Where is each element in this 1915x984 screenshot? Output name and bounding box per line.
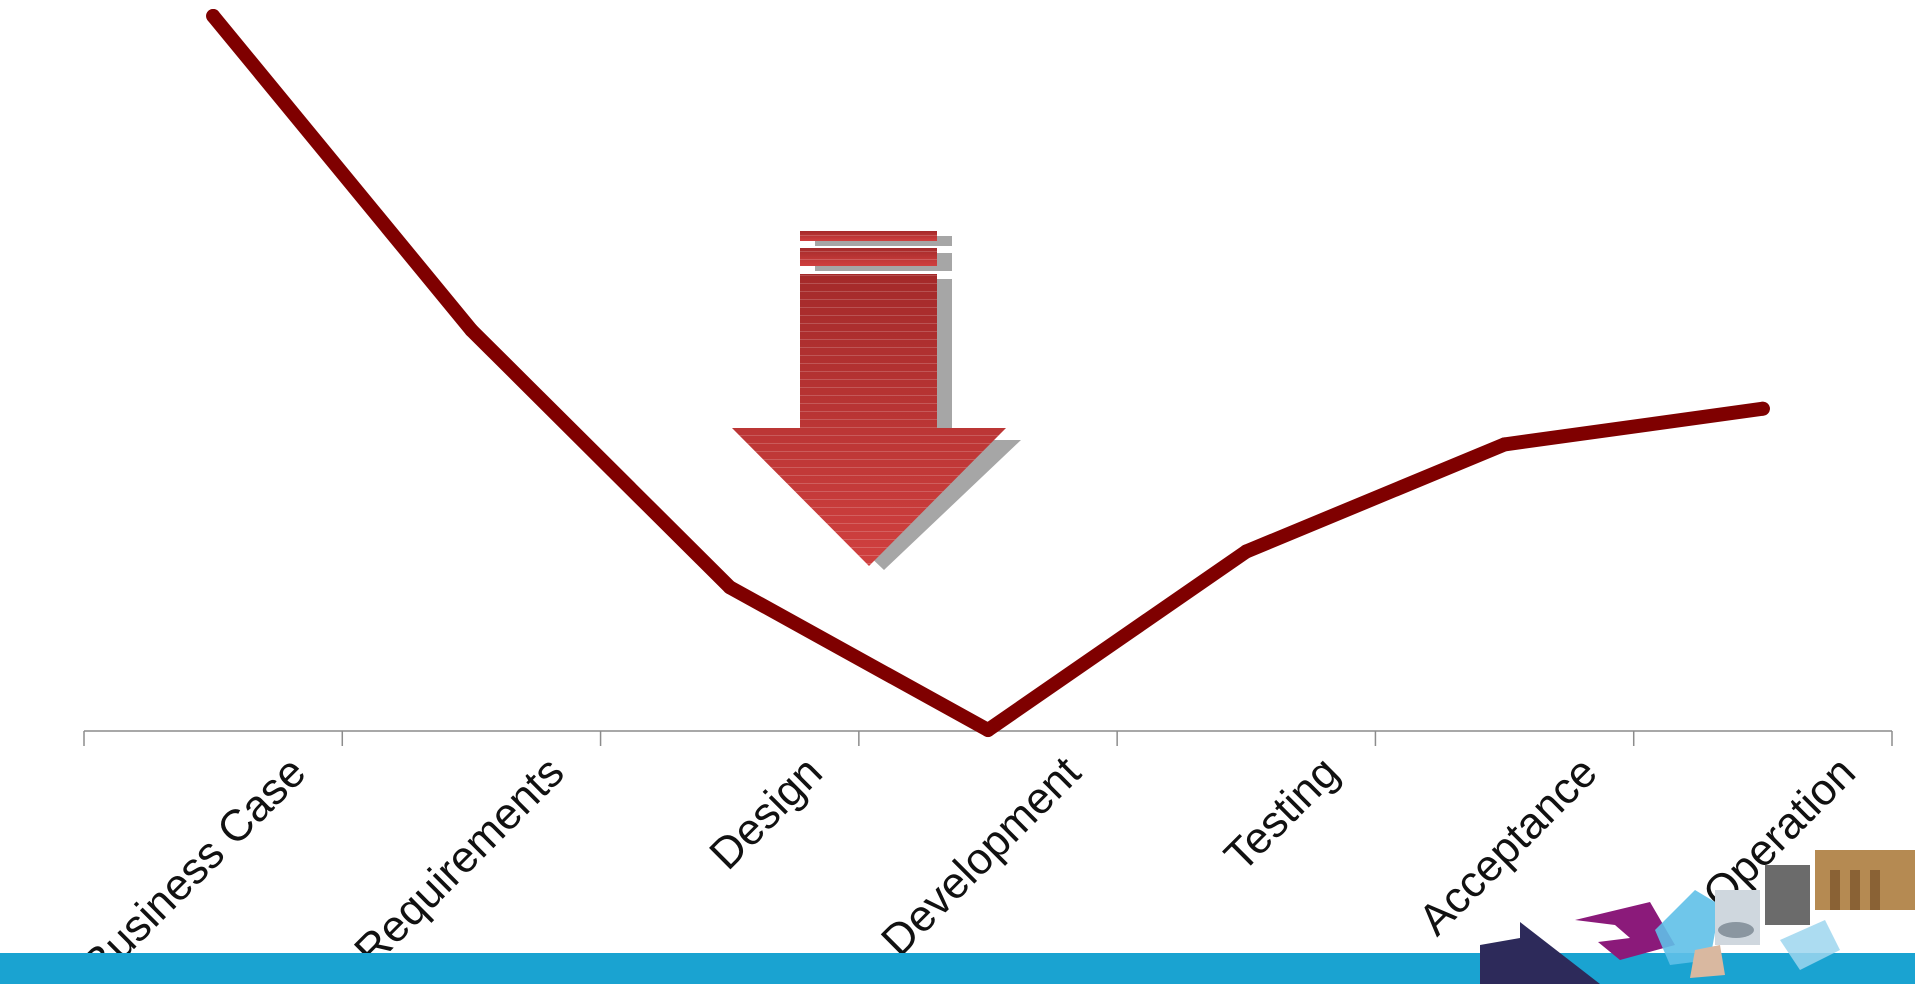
logo-photo-road (1765, 865, 1810, 925)
data-point (981, 723, 995, 737)
series-line (206, 9, 1770, 737)
logo-photo-hand (1690, 945, 1725, 978)
logo-magenta-shape (1575, 902, 1675, 960)
x-tick-label: Testing (1215, 747, 1348, 880)
data-point (722, 580, 737, 595)
series-group (206, 9, 1770, 737)
data-point (1239, 544, 1254, 559)
logo-dark-shape (1480, 922, 1600, 984)
logo-light-blue-shape (1655, 890, 1720, 965)
footer-band (0, 953, 1915, 984)
x-tick-label: Requirements (345, 747, 573, 975)
down-arrow-icon (732, 231, 1021, 570)
data-point (464, 323, 479, 338)
data-point (206, 9, 221, 23)
data-point (1497, 437, 1512, 452)
corporate-logo-collage (1480, 850, 1915, 984)
x-tick-label: Business Case (73, 747, 315, 984)
x-tick-label: Development (872, 747, 1090, 965)
x-tick-label: Design (700, 747, 831, 878)
data-point (1755, 401, 1770, 416)
